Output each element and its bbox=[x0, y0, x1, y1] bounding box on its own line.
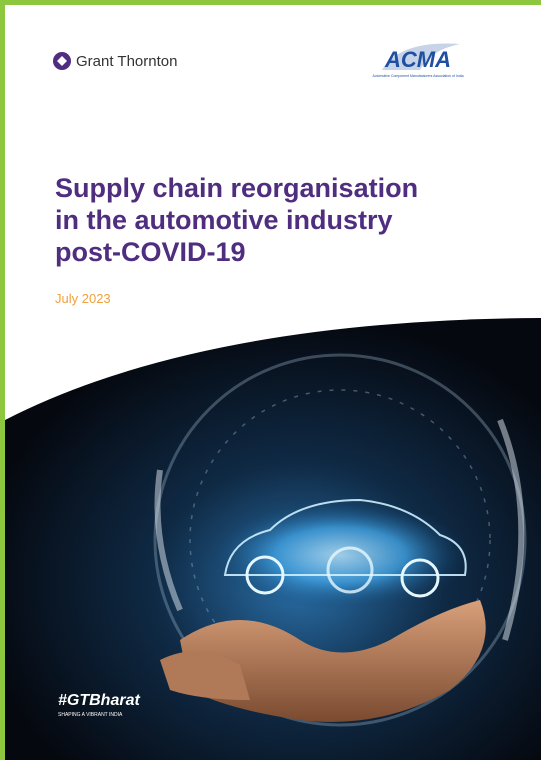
title-line: post-COVID-19 bbox=[55, 237, 246, 267]
hashtag: #GTBharat bbox=[58, 692, 140, 709]
footer-tagline: SHAPING A VIBRANT INDIA bbox=[58, 712, 123, 718]
date: July 2023 bbox=[55, 291, 111, 306]
hud-ring bbox=[153, 353, 527, 727]
hud-ring bbox=[189, 389, 491, 691]
acma-tagline: Automotive Component Manufacturers Assoc… bbox=[372, 74, 463, 78]
car-outline bbox=[223, 498, 467, 576]
top-border bbox=[0, 0, 541, 5]
acma-swoosh bbox=[382, 43, 460, 70]
car-wheel bbox=[245, 555, 285, 595]
hud-arc bbox=[154, 469, 183, 612]
hands bbox=[180, 600, 486, 722]
gt-logo-inner bbox=[57, 56, 67, 66]
gt-logo-text: Grant Thornton bbox=[76, 53, 177, 70]
car-glow bbox=[210, 500, 470, 610]
hud-arc bbox=[497, 418, 525, 641]
car-wheel bbox=[326, 546, 374, 594]
title-line: in the automotive industry bbox=[55, 205, 393, 235]
hand-left bbox=[160, 651, 250, 700]
left-border bbox=[0, 0, 5, 760]
title-line: Supply chain reorganisation bbox=[55, 173, 418, 203]
car-wheel bbox=[400, 558, 440, 598]
acma-logo-text: ACMA bbox=[384, 47, 451, 72]
